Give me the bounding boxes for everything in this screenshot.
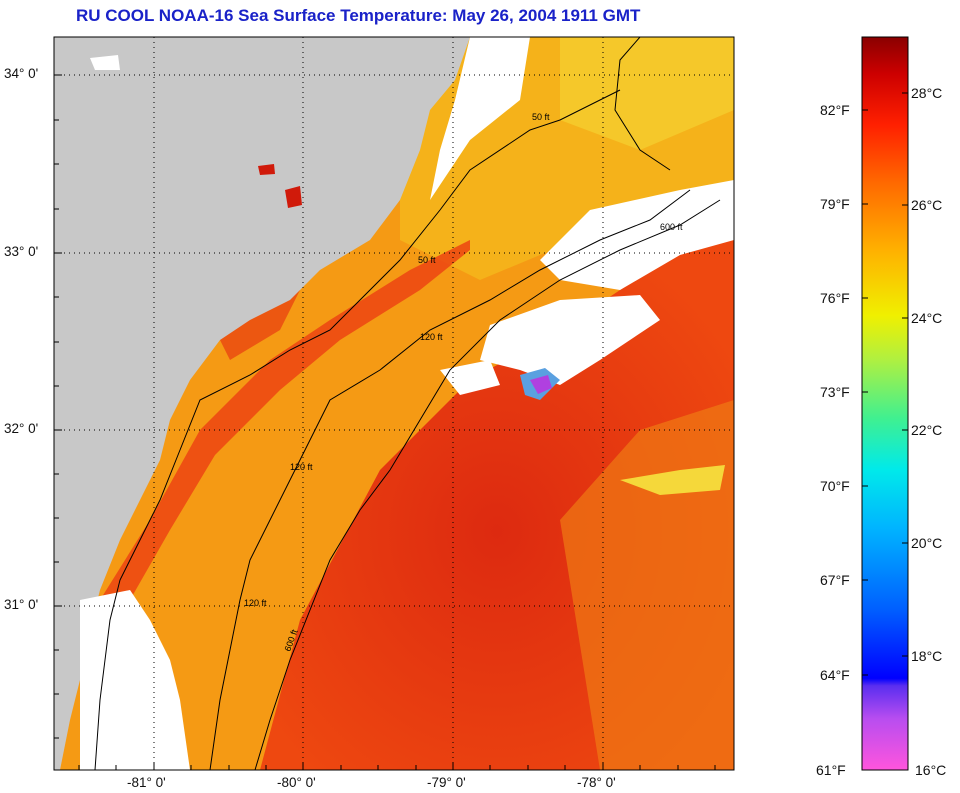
colorbar-ticks (862, 92, 908, 676)
colorbar-c-22: 22°C (911, 422, 943, 438)
depth-contours (94, 37, 721, 770)
cloud-south (80, 590, 190, 770)
left-ticks (54, 74, 62, 739)
contour-label-50ft-north: 50 ft (532, 112, 550, 122)
lat-tick-33: 33° 0' (4, 244, 39, 259)
lon-tick-78: -78° 0' (577, 775, 616, 790)
lat-tick-31: 31° 0' (4, 597, 39, 612)
colorbar-f-79: 79°F (820, 196, 850, 212)
contour-label-600ft-north: 600 ft (660, 222, 683, 232)
colorbar-c-28: 28°C (911, 85, 943, 101)
contour-label-50ft-mid: 50 ft (418, 255, 436, 265)
bottom-ticks (78, 762, 716, 770)
lon-tick-80: -80° 0' (277, 775, 316, 790)
land-mass (54, 37, 470, 770)
map-border (53, 36, 735, 771)
colorbar-f-64: 64°F (820, 667, 850, 683)
cloud-center (480, 295, 660, 385)
colorbar-c-18: 18°C (911, 648, 943, 664)
colorbar-c-20: 20°C (911, 535, 943, 551)
colorbar (861, 36, 909, 771)
cloud-east (540, 180, 734, 290)
map-title: RU COOL NOAA-16 Sea Surface Temperature:… (76, 6, 641, 25)
lon-tick-79: -79° 0' (427, 775, 466, 790)
colorbar-f-67: 67°F (820, 572, 850, 588)
cloud-north (430, 37, 530, 200)
colorbar-f-73: 73°F (820, 384, 850, 400)
lat-tick-34: 34° 0' (4, 66, 39, 81)
colorbar-f-82: 82°F (820, 102, 850, 118)
lat-tick-32: 32° 0' (4, 421, 39, 436)
colorbar-c-26: 26°C (911, 197, 943, 213)
colorbar-c-24: 24°C (911, 310, 943, 326)
lon-tick-81: -81° 0' (127, 775, 166, 790)
contour-label-120ft-south: 120 ft (290, 462, 313, 472)
contour-label-120ft-far-south: 120 ft (244, 598, 267, 608)
colorbar-f-70: 70°F (820, 478, 850, 494)
colorbar-f-61: 61°F (816, 762, 846, 778)
lat-lon-grid (54, 37, 734, 770)
colorbar-f-76: 76°F (820, 290, 850, 306)
contour-label-120ft-mid: 120 ft (420, 332, 443, 342)
colorbar-c-16: 16°C (915, 762, 947, 778)
